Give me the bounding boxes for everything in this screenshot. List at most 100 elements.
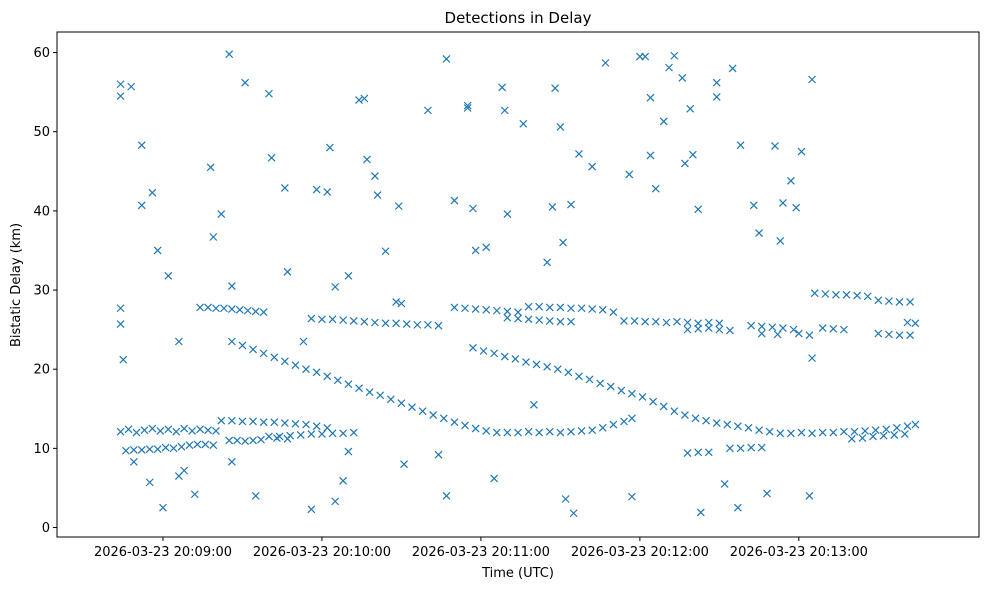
data-point-marker [291,419,300,428]
data-point-marker [116,427,125,436]
data-point-marker [839,427,848,436]
data-point-marker [394,202,403,211]
data-point-marker [363,155,371,164]
data-point-marker [233,436,242,445]
data-point-marker [124,425,133,434]
data-point-marker [548,203,557,211]
data-point-marker [140,426,149,435]
data-point-marker [132,428,141,437]
data-point-marker [212,304,220,313]
data-point-marker [556,317,565,326]
data-point-marker [620,316,628,325]
data-point-marker [884,330,893,339]
data-point-marker [786,176,795,185]
data-point-marker [551,84,560,93]
data-point-marker [514,314,522,323]
data-point-marker [251,491,260,500]
data-point-marker [434,450,443,459]
data-point-marker [442,54,451,63]
data-point-marker [911,420,920,429]
data-point-marker [755,426,764,435]
data-point-marker [575,372,583,381]
data-point-marker [715,325,724,334]
data-point-marker [853,291,862,300]
data-point-marker [556,123,565,131]
data-point-marker [177,442,186,451]
data-point-marker [397,399,406,408]
data-point-marker [704,324,713,332]
data-point-marker [892,423,901,432]
data-point-marker [726,444,734,453]
x-axis-label: Time (UTC) [481,566,554,581]
data-point-marker [471,424,480,433]
data-point-marker [839,325,848,334]
data-point-marker [461,304,469,313]
data-point-marker [153,445,162,454]
data-point-marker [900,430,909,439]
data-point-marker [810,289,819,298]
data-point-marker [617,386,626,395]
data-point-marker [145,445,154,454]
data-point-marker [757,322,766,331]
data-point-marker [696,508,705,517]
data-point-marker [492,428,501,437]
data-point-marker [249,417,257,426]
data-point-marker [545,427,554,436]
data-point-marker [450,418,459,427]
data-point-marker [524,427,533,436]
data-point-marker [492,306,501,315]
data-point-marker [736,444,745,453]
data-point-marker [598,423,607,432]
data-point-marker [514,308,522,317]
data-point-marker [249,345,257,354]
data-point-marker [129,457,138,466]
data-point-marker [318,315,326,324]
data-point-marker [858,434,867,442]
data-point-marker [588,162,597,171]
data-point-marker [797,428,806,437]
data-point-marker [628,389,636,398]
data-point-marker [227,305,236,313]
data-point-marker [323,187,332,196]
data-point-marker [874,296,883,305]
data-point-marker [545,316,554,325]
data-point-marker [490,474,499,483]
data-point-marker [381,319,390,328]
data-point-marker [567,200,575,209]
data-point-marker [625,170,634,179]
data-point-marker [794,329,803,338]
data-point-marker [161,443,170,452]
data-point-marker [328,429,337,438]
data-point-marker [283,434,292,443]
data-point-marker [694,324,703,333]
data-point-marker [209,441,218,450]
data-point-marker [665,63,673,72]
data-point-marker [567,427,575,436]
data-point-marker [535,316,544,325]
data-point-marker [757,443,766,452]
data-point-marker [728,64,737,73]
y-tick-label: 40 [33,204,50,219]
data-point-marker [511,354,520,363]
x-tick-label: 2026-03-23 20:13:00 [730,545,868,560]
data-point-marker [609,420,618,429]
data-point-marker [270,418,279,427]
data-point-marker [267,153,276,162]
data-point-marker [771,142,779,150]
data-point-marker [137,141,146,150]
data-point-marker [688,150,697,159]
data-point-marker [906,297,915,306]
data-point-marker [670,51,679,60]
data-point-marker [291,361,300,370]
data-point-marker [638,392,647,401]
data-point-marker [225,436,234,445]
data-point-marker [180,466,189,475]
data-point-marker [204,426,212,435]
data-point-marker [903,318,912,327]
data-point-marker [249,436,257,445]
data-point-marker [726,326,734,335]
data-point-marker [733,422,742,431]
data-point-marker [861,427,869,435]
data-point-marker [863,292,872,301]
data-point-marker [423,320,432,329]
